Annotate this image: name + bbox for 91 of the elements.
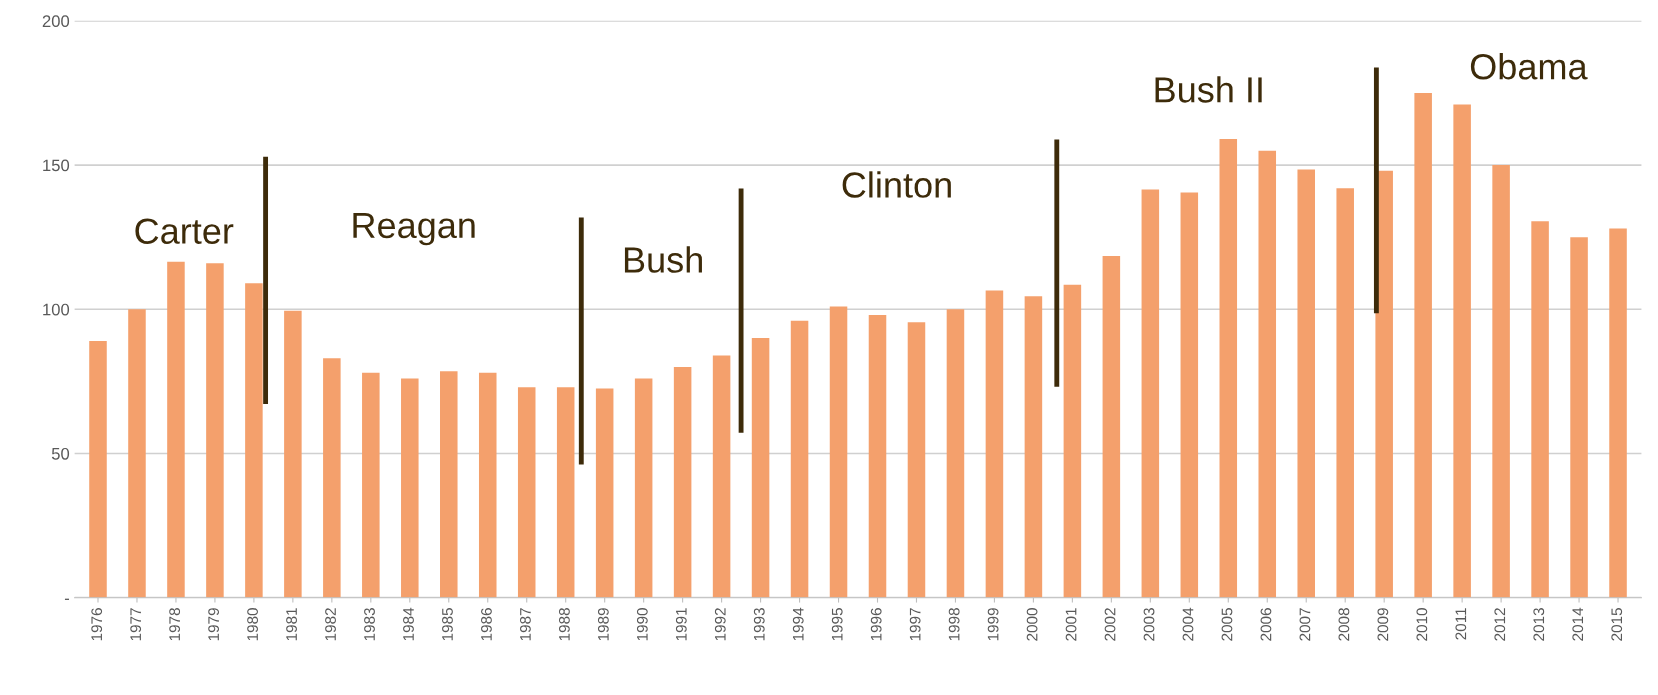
x-tick-label: 2008 [1338, 608, 1350, 641]
x-tick-label: 2006 [1260, 608, 1272, 641]
bar [1180, 192, 1199, 598]
x-tick-label: 1979 [208, 608, 220, 641]
annotation: Clinton [842, 171, 951, 198]
bar [1375, 170, 1393, 598]
bar [1531, 221, 1549, 598]
y-tick-label: 50 [51, 447, 70, 460]
x-tick-label: 2007 [1299, 608, 1311, 641]
bar [790, 320, 809, 598]
bar [1258, 150, 1277, 598]
bar [946, 309, 965, 598]
x-tick-label: 1989 [597, 608, 609, 641]
x-tick-label: 1980 [247, 608, 258, 641]
x-tick-label: 1995 [831, 608, 843, 641]
bar [1219, 139, 1238, 598]
bar [1453, 104, 1471, 598]
bar [206, 263, 224, 598]
x-tick-label: 1977 [130, 608, 142, 641]
x-tick-label: 1997 [909, 608, 921, 641]
x-tick-label: 2012 [1494, 608, 1506, 641]
bar [1141, 189, 1160, 598]
x-tick-label: 1996 [870, 608, 882, 641]
x-tick-label: 2010 [1416, 608, 1428, 641]
annotation: Reagan [353, 213, 475, 246]
bar [1102, 255, 1121, 598]
x-tick-label: 2005 [1221, 608, 1233, 641]
y-tick-label: - [64, 598, 70, 600]
annotation: Carter [135, 218, 234, 244]
x-tick-label: 1998 [948, 608, 960, 641]
bar [868, 315, 887, 598]
bar [128, 309, 146, 598]
bar [245, 283, 263, 598]
bar [712, 355, 731, 598]
bar [1492, 165, 1510, 598]
bar [673, 366, 692, 598]
bar [907, 322, 926, 598]
x-tick-label: 1978 [169, 608, 181, 641]
y-tick-label: 150 [43, 159, 70, 172]
bar [167, 261, 185, 598]
x-tick-label: 2009 [1377, 608, 1389, 641]
bar [1063, 284, 1082, 598]
x-tick-label: 2015 [1611, 608, 1623, 641]
x-tick-label: 1981 [286, 608, 297, 641]
x-tick-label: 2002 [1104, 608, 1116, 641]
bar [1609, 228, 1627, 598]
bar [362, 372, 380, 598]
annotation: Bush II [1155, 76, 1262, 103]
x-tick-label: 2011 [1455, 608, 1467, 640]
x-tick-label: 2013 [1533, 608, 1545, 641]
y-tick-label: 200 [42, 15, 70, 28]
x-tick-label: 1991 [675, 608, 687, 641]
bar [1414, 92, 1432, 598]
bar [284, 310, 302, 598]
bar [478, 372, 497, 598]
bar [1024, 296, 1043, 598]
bar [1570, 237, 1588, 598]
bar [985, 290, 1004, 598]
x-tick-label: 1994 [792, 607, 804, 641]
x-tick-label: 2014 [1572, 607, 1584, 641]
x-tick-label: 1984 [403, 607, 414, 641]
bar [517, 387, 536, 598]
x-tick-label: 2004 [1182, 607, 1194, 641]
bar [440, 371, 458, 598]
x-tick-label: 1985 [442, 608, 453, 641]
bar [1336, 188, 1354, 598]
x-tick-label: 1986 [481, 608, 492, 641]
bar [634, 378, 653, 598]
annotation: Bush [624, 246, 702, 273]
x-tick-label: 2001 [1065, 608, 1077, 641]
bar [401, 378, 419, 598]
x-tick-label: 1992 [714, 608, 726, 641]
x-tick-label: 2003 [1143, 608, 1155, 641]
annotation: Obama [1470, 53, 1588, 80]
x-tick-label: 1988 [558, 608, 570, 641]
bar [89, 341, 107, 598]
x-tick-label: 1999 [987, 608, 999, 641]
bar [751, 338, 770, 598]
x-tick-label: 2000 [1026, 608, 1038, 641]
x-tick-label: 1990 [636, 608, 648, 641]
bar [1297, 169, 1315, 598]
x-tick-label: 1982 [325, 608, 336, 641]
x-tick-label: 1987 [520, 608, 531, 641]
bar [556, 387, 575, 598]
bar [595, 388, 614, 598]
x-tick-label: 1983 [364, 608, 375, 641]
bar [323, 358, 341, 598]
bar [829, 306, 848, 598]
x-tick-label: 1976 [91, 608, 103, 641]
y-tick-label: 100 [43, 303, 70, 316]
x-tick-label: 1993 [753, 608, 765, 641]
